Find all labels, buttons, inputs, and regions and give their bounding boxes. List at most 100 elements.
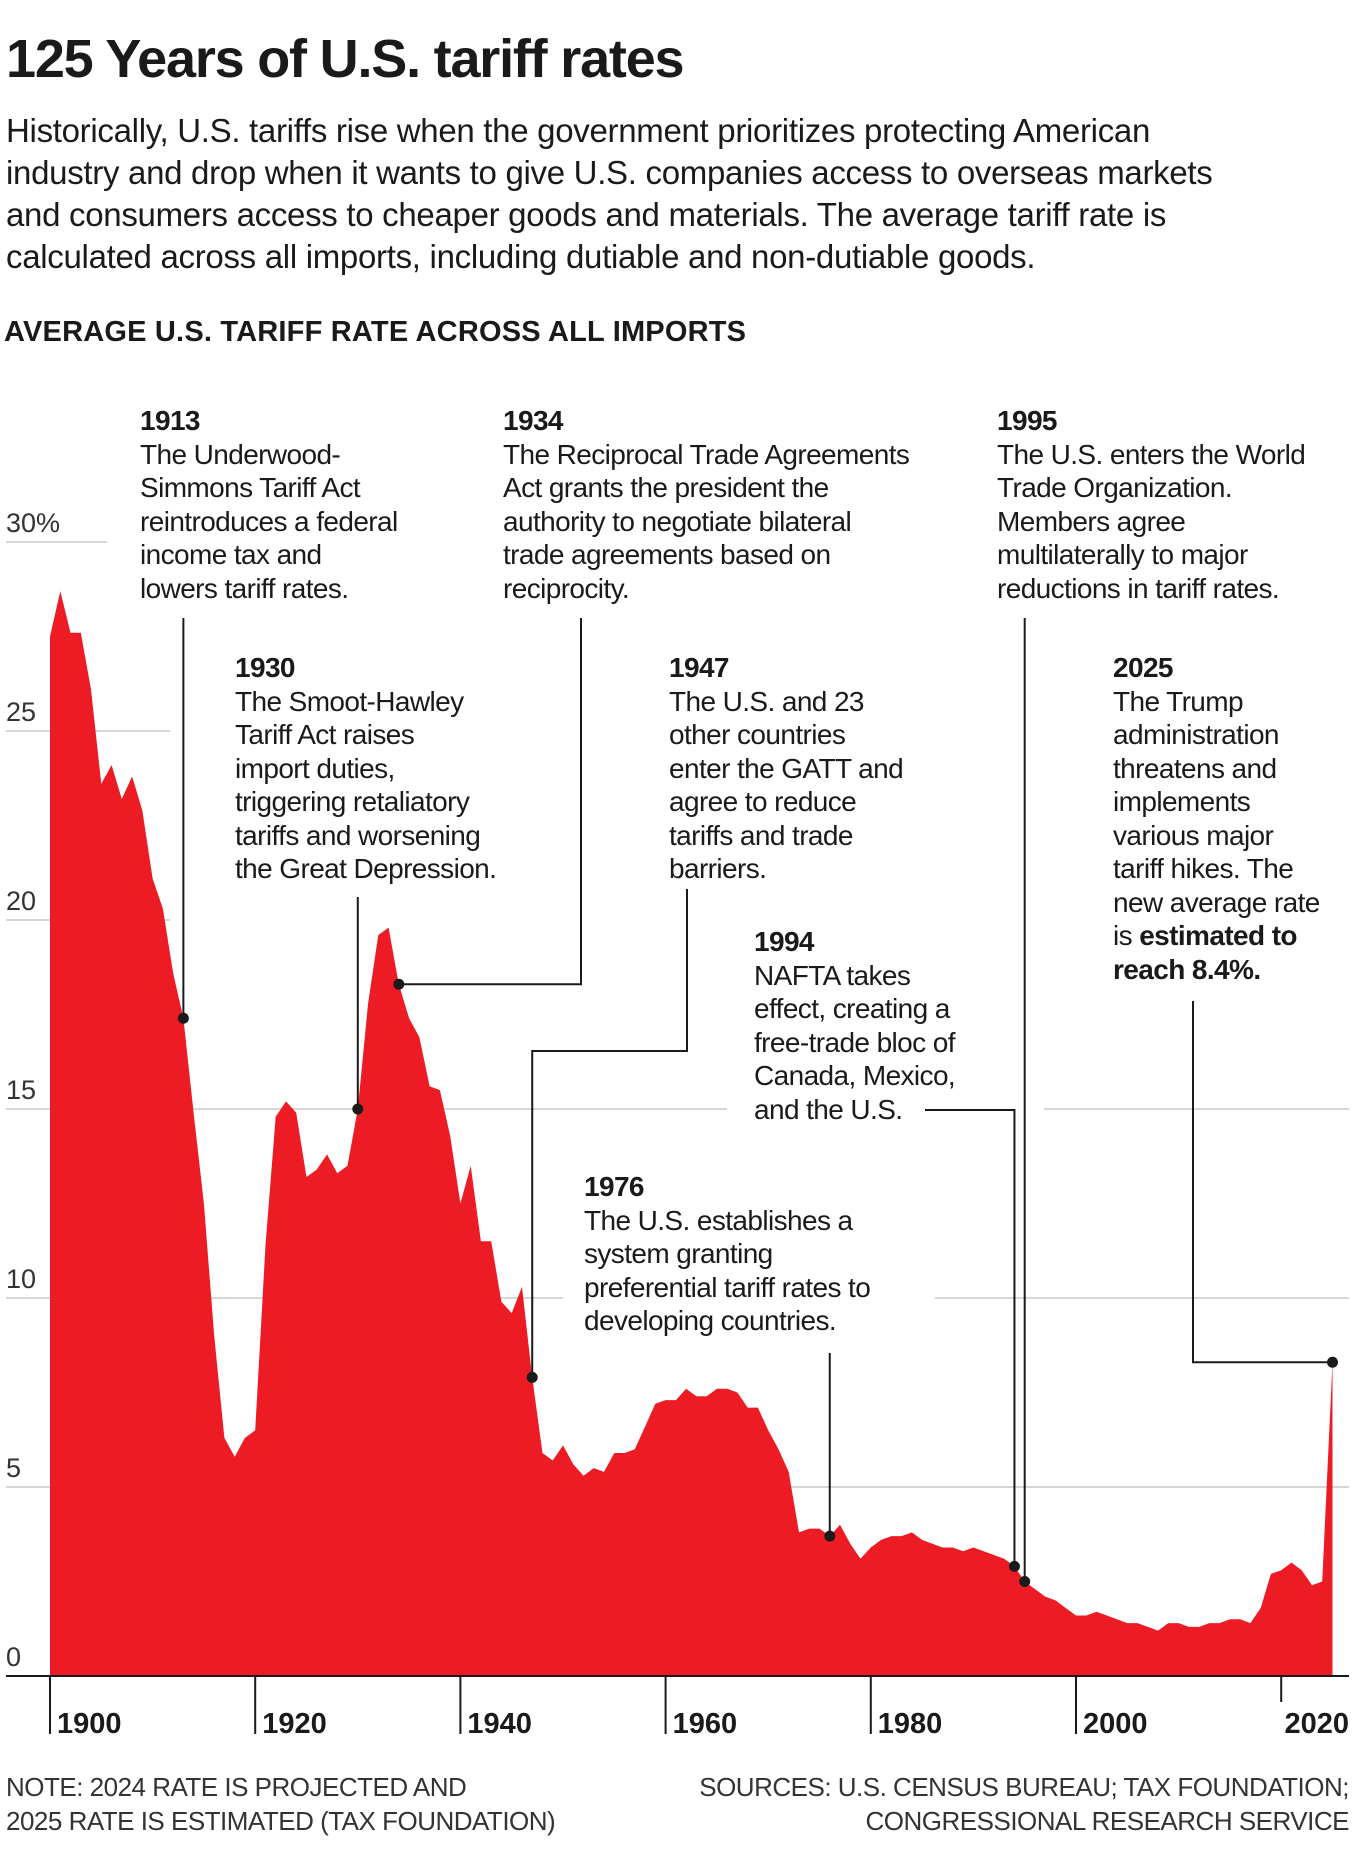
- annotation-text: Canada, Mexico,: [754, 1060, 956, 1091]
- annotation-dot: [352, 1103, 364, 1115]
- x-tick-label: 2000: [1083, 1708, 1148, 1740]
- annotation-text: lowers tariff rates.: [140, 572, 349, 604]
- leader-line: [1192, 1001, 1333, 1364]
- annotation-1995: 1995 The U.S. enters the World Trade Organ…: [997, 404, 1306, 605]
- description-line: industry and drop when it wants to give …: [6, 154, 1213, 191]
- annotation-dot: [1327, 1356, 1338, 1368]
- annotation-text: tariffs and worsening: [235, 819, 481, 851]
- annotation-text: NAFTA takes: [754, 959, 911, 991]
- annotation-text: The Trump: [1113, 685, 1244, 717]
- note-line: NOTE: 2024 RATE IS PROJECTED AND: [6, 1772, 467, 1802]
- annotation-text: enter the GATT and: [669, 752, 904, 784]
- annotation-emphasis: estimated to: [1139, 920, 1297, 951]
- annotation-text: The U.S. establishes a: [584, 1204, 853, 1236]
- annotation-text: tariff hikes. The: [1113, 853, 1294, 884]
- annotation-year: 1995: [997, 405, 1057, 436]
- description: Historically, U.S. tariffs rise when the…: [6, 110, 1213, 278]
- x-tick-label: 1980: [878, 1708, 943, 1740]
- annotation-dot: [177, 1012, 189, 1024]
- annotation-text: developing countries.: [584, 1305, 837, 1336]
- annotation-year: 2025: [1113, 652, 1173, 683]
- x-tick-label: 1960: [673, 1708, 738, 1740]
- annotation-1947: 1947 The U.S. and 23 other countries enter …: [669, 651, 904, 886]
- footnote: NOTE: 2024 RATE IS PROJECTED AND 2025 RA…: [6, 1770, 556, 1838]
- annotation-1976: 1976 The U.S. establishes a system grantin…: [584, 1170, 871, 1338]
- annotation-text: reductions in tariff rates.: [997, 572, 1280, 604]
- annotation-year: 1934: [503, 405, 563, 436]
- annotation-text: effect, creating a: [754, 993, 950, 1024]
- annotation-text: various major: [1113, 819, 1274, 851]
- x-tick-label: 1900: [57, 1708, 122, 1740]
- y-tick-label: 25: [6, 697, 36, 727]
- y-tick-label: 0: [6, 1642, 21, 1672]
- annotation-dot: [1019, 1576, 1031, 1587]
- annotation-dot: [526, 1371, 538, 1383]
- annotation-text: The Underwood-: [140, 438, 341, 470]
- annotation-1994: 1994 NAFTA takes effect, creating a free-tr…: [754, 925, 956, 1126]
- annotation-text: and the U.S.: [754, 1093, 903, 1125]
- annotation-text: system granting: [584, 1238, 773, 1269]
- leader-line: [925, 1109, 1016, 1567]
- annotation-text: reintroduces a federal: [140, 505, 398, 537]
- annotation-text: agree to reduce: [669, 786, 857, 817]
- description-line: Historically, U.S. tariffs rise when the…: [6, 112, 1151, 149]
- annotation-text: other countries: [669, 719, 846, 750]
- annotation-text: barriers.: [669, 853, 767, 884]
- annotation-year: 1976: [584, 1171, 644, 1202]
- annotation-year: 1994: [754, 926, 814, 957]
- annotation-text: The U.S. and 23: [669, 685, 865, 717]
- y-tick-label: 15: [6, 1075, 36, 1105]
- annotation-text: reach 8.4%.: [1113, 953, 1320, 987]
- annotation-emphasis: reach 8.4%.: [1113, 953, 1261, 985]
- annotation-year: 1947: [669, 652, 729, 683]
- y-tick-label: 5: [6, 1453, 21, 1483]
- source-line: SOURCES: U.S. CENSUS BUREAU; TAX FOUNDAT…: [699, 1772, 1349, 1802]
- y-tick-label: 10: [6, 1264, 36, 1294]
- annotation-text: Trade Organization.: [997, 472, 1233, 503]
- annotation-text: free-trade bloc of: [754, 1026, 955, 1058]
- annotation-text: reciprocity.: [503, 572, 630, 604]
- note-line: 2025 RATE IS ESTIMATED (TAX FOUNDATION): [6, 1806, 556, 1836]
- annotation-dot: [824, 1530, 836, 1542]
- annotation-text: new average rate: [1113, 886, 1320, 918]
- annotation-text: trade agreements based on: [503, 539, 831, 570]
- annotation-text: income tax and: [140, 539, 322, 570]
- annotation-text: multilaterally to major: [997, 539, 1248, 570]
- y-tick-label: 20: [6, 886, 36, 916]
- x-tick-label: 2020: [1284, 1708, 1349, 1740]
- page-title: 125 Years of U.S. tariff rates: [6, 29, 685, 89]
- x-tick-label: 1920: [262, 1708, 327, 1740]
- annotation-year: 1930: [235, 652, 295, 683]
- annotation-text: administration: [1113, 719, 1280, 750]
- annotation-text: the Great Depression.: [235, 853, 497, 884]
- annotation-text: import duties,: [235, 752, 395, 784]
- annotation-text: Act grants the president the: [503, 472, 829, 503]
- y-tick-label: 30%: [6, 508, 60, 538]
- sources: SOURCES: U.S. CENSUS BUREAU; TAX FOUNDAT…: [699, 1770, 1349, 1838]
- annotation-1930: 1930 The Smoot-Hawley Tariff Act raises imp…: [235, 651, 497, 886]
- annotation-year: 1913: [140, 405, 200, 436]
- annotation-1913: 1913 The Underwood- Simmons Tariff Act rein…: [140, 404, 398, 605]
- annotation-text: Tariff Act raises: [235, 719, 415, 750]
- annotation-dot: [1008, 1560, 1020, 1572]
- annotation-text: is estimated to: [1113, 919, 1320, 953]
- annotation-text: Members agree: [997, 505, 1186, 537]
- annotation-text: The Smoot-Hawley: [235, 685, 464, 717]
- annotation-text-prefix: is: [1113, 920, 1140, 951]
- source-line: CONGRESSIONAL RESEARCH SERVICE: [865, 1806, 1350, 1836]
- annotation-text: triggering retaliatory: [235, 786, 470, 817]
- annotation-2025: 2025 The Trump administration threatens and…: [1113, 651, 1320, 986]
- annotation-dot: [393, 978, 405, 990]
- annotation-text: The U.S. enters the World: [997, 438, 1306, 470]
- description-line: and consumers access to cheaper goods an…: [6, 196, 1167, 233]
- chart-title: AVERAGE U.S. TARIFF RATE ACROSS ALL IMPO…: [4, 316, 747, 348]
- tariff-area: [50, 591, 1333, 1676]
- x-tick-label: 1940: [467, 1708, 532, 1740]
- annotation-text: tariffs and trade: [669, 819, 853, 851]
- annotation-text: preferential tariff rates to: [584, 1271, 871, 1303]
- annotation-1934: 1934 The Reciprocal Trade Agreements Act g…: [503, 404, 910, 605]
- description-line: calculated across all imports, including…: [6, 238, 1036, 275]
- annotation-text: Simmons Tariff Act: [140, 472, 361, 503]
- leader-line: [531, 889, 688, 1378]
